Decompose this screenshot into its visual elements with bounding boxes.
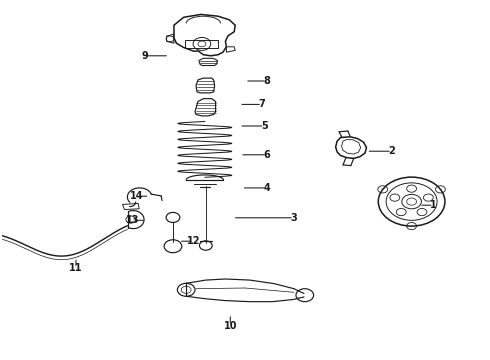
Text: 4: 4 bbox=[264, 183, 270, 193]
Text: 10: 10 bbox=[223, 321, 237, 331]
Text: 13: 13 bbox=[125, 215, 139, 225]
Text: 6: 6 bbox=[264, 150, 270, 160]
Text: 2: 2 bbox=[389, 146, 395, 156]
Text: 8: 8 bbox=[264, 76, 270, 86]
Text: 14: 14 bbox=[129, 191, 143, 201]
Text: 11: 11 bbox=[69, 263, 83, 273]
Text: 1: 1 bbox=[430, 200, 437, 210]
Text: 9: 9 bbox=[141, 51, 148, 61]
Text: 12: 12 bbox=[187, 236, 200, 246]
Text: 3: 3 bbox=[291, 213, 297, 223]
Text: 5: 5 bbox=[261, 121, 268, 131]
Text: 7: 7 bbox=[259, 99, 266, 109]
